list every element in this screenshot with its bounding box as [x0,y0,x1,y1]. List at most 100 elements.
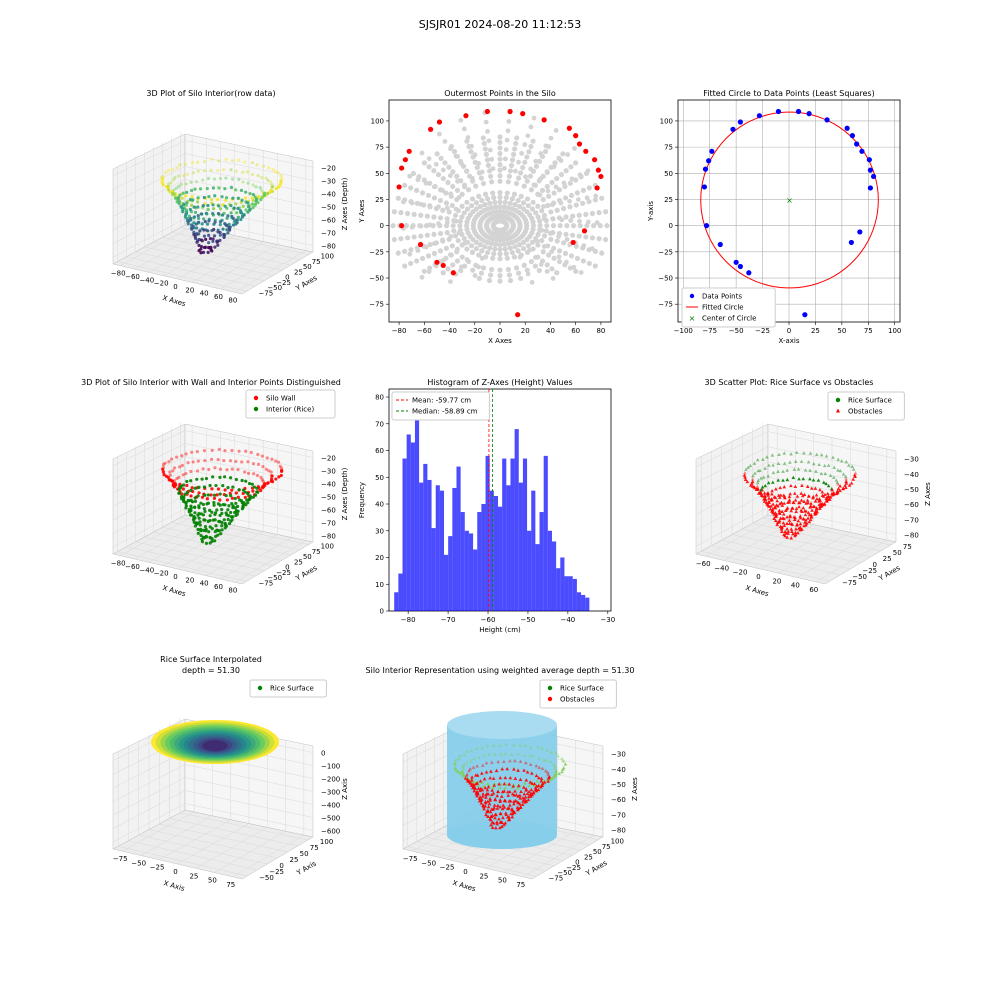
data-point [273,169,277,174]
data-point [191,198,195,202]
data-marker [819,504,823,509]
data-point [504,137,510,143]
data-marker [850,464,855,468]
data-point [596,210,602,216]
data-point [575,197,581,202]
grid-line [171,232,300,261]
p4-ztick: −40 [321,481,336,489]
data-point [450,169,456,175]
data-marker [804,518,808,522]
data-marker [557,771,561,776]
data-point [184,182,188,186]
data-marker [793,484,798,489]
data-marker [502,798,507,802]
data-point [520,245,527,252]
data-marker [472,785,477,789]
p2-xlabel: X Axes [488,337,512,345]
data-point [497,256,503,262]
data-point [206,229,210,233]
data-point [604,223,610,229]
data-marker [753,486,757,490]
data-point [201,204,205,208]
hist-bar [481,504,486,611]
data-marker [785,521,789,525]
data-point [522,159,528,165]
data-marker [498,825,502,830]
grid-line [184,456,314,484]
data-point [528,166,534,172]
data-point [515,270,522,276]
p6-ytick: −25 [862,567,877,575]
data-marker [551,774,556,779]
data-point [202,449,207,453]
data-marker [782,523,787,528]
data-point [510,224,516,230]
data-point [470,267,476,273]
data-marker [851,477,855,481]
data-marker [516,783,521,788]
data-point [234,222,238,226]
data-marker [796,531,800,535]
data-marker [838,488,842,492]
p4-xtick: −80 [111,560,126,568]
data-point [573,268,579,274]
data-point [218,230,222,235]
silo-cylinder [447,725,557,835]
grid-line [695,507,769,547]
grid-line [767,446,897,474]
data-point [230,177,235,181]
data-marker [797,504,801,509]
data-marker [810,486,814,490]
data-point [440,270,446,276]
grid-line [191,241,264,283]
p7-ytick: 100 [320,838,333,846]
data-point [171,178,176,182]
data-point [212,177,217,181]
p6-ztick: −70 [904,516,919,524]
data-point [196,196,200,200]
data-marker [834,491,839,496]
data-point [419,150,425,156]
p1-xtick: 20 [185,286,194,294]
p5-ytick: 50 [375,474,384,482]
data-point [232,206,236,210]
data-point [204,476,209,481]
p4-ztick: −50 [321,494,336,502]
data-marker [465,772,469,776]
data-marker [846,463,851,467]
hist-bar [576,592,582,611]
data-point [199,512,203,516]
data-marker [488,776,492,780]
data-point [419,255,426,262]
p4-xtick: −60 [125,563,140,571]
data-point [446,209,452,215]
data-marker [522,785,526,789]
data-marker [518,743,523,747]
data-point [197,485,201,489]
data-point [211,237,215,241]
data-point [517,242,523,248]
data-marker [496,789,500,793]
data-point [549,202,555,208]
data-point [854,141,860,147]
data-marker [773,514,778,519]
data-marker [823,492,827,497]
data-point [218,222,222,227]
data-marker [502,781,507,786]
data-point [551,255,557,261]
data-point [447,252,453,258]
data-marker [802,517,806,521]
data-point [234,218,238,222]
data-marker [484,795,488,799]
data-point [592,197,598,203]
data-point [562,195,569,201]
data-point [193,210,198,214]
outermost-point [434,259,440,265]
data-marker [484,812,488,817]
data-point [529,279,535,285]
data-point [603,236,609,243]
data-point [199,247,203,251]
data-point [544,269,550,274]
grid-line [220,537,292,580]
data-marker [532,791,536,795]
